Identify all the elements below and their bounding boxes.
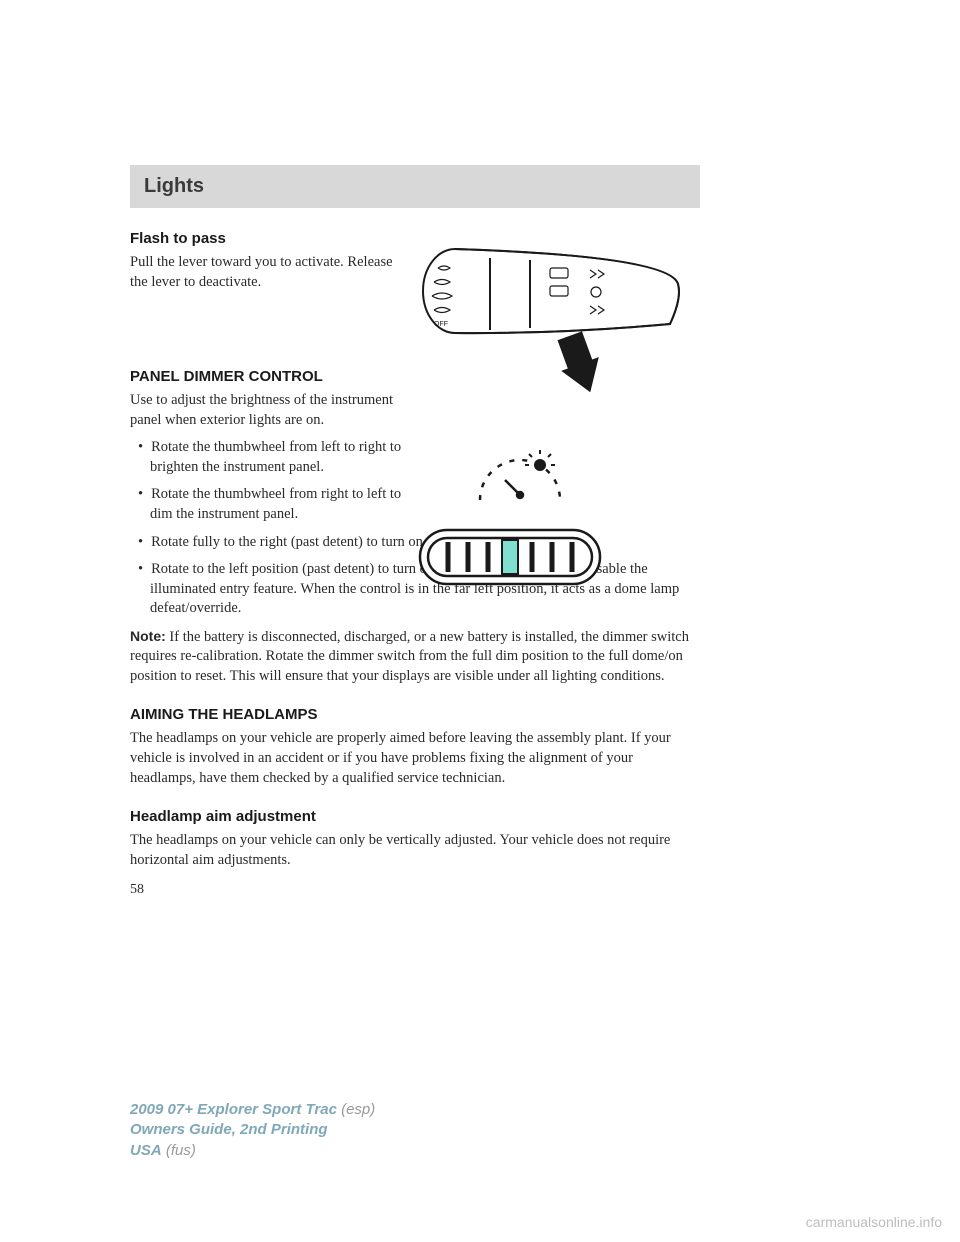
bullet-item: Rotate the thumbwheel from left to right… [130,438,410,477]
footer-code-2: (fus) [162,1142,196,1159]
spacer [130,796,700,808]
page-number: 58 [130,882,700,898]
footer-region: USA [130,1142,162,1159]
spacer [130,694,700,706]
panel-dimmer-intro: Use to adjust the brightness of the inst… [130,391,400,430]
flash-to-pass-body: Pull the lever toward you to activate. R… [130,253,400,292]
footer-line-2: Owners Guide, 2nd Printing [130,1120,375,1140]
section-tab-label: Lights [144,175,204,197]
aiming-body: The headlamps on your vehicle are proper… [130,729,700,788]
aim-adjust-body: The headlamps on your vehicle can only b… [130,831,700,870]
panel-dimmer-note: Note: If the battery is disconnected, di… [130,627,700,687]
aiming-heading: AIMING THE HEADLAMPS [130,706,700,723]
footer: 2009 07+ Explorer Sport Trac (esp) Owner… [130,1100,375,1161]
footer-model: 2009 07+ Explorer Sport Trac [130,1101,337,1118]
section-tab: Lights [130,165,700,208]
flash-to-pass-heading: Flash to pass [130,230,700,247]
svg-text:OFF: OFF [434,321,448,328]
aim-adjust-heading: Headlamp aim adjustment [130,808,700,825]
bullet-item: Rotate the thumbwheel from right to left… [130,485,410,524]
watermark: carmanualsonline.info [806,1214,942,1230]
footer-line-1: 2009 07+ Explorer Sport Trac (esp) [130,1100,375,1120]
note-body: If the battery is disconnected, discharg… [130,629,689,684]
footer-code-1: (esp) [337,1101,375,1118]
lever-illustration-icon: OFF [400,246,690,406]
dimmer-illustration-icon [410,450,610,600]
note-label: Note: [130,628,166,644]
footer-line-3: USA (fus) [130,1141,375,1161]
